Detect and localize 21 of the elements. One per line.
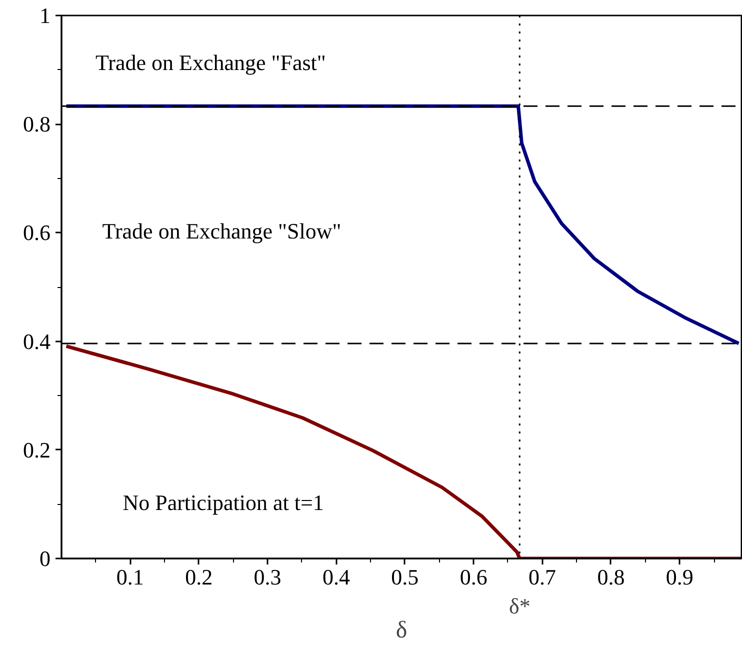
x-axis-title: δ — [396, 618, 408, 644]
y-tick-label: 0.4 — [23, 328, 50, 354]
x-tick-label: 0.6 — [460, 564, 488, 590]
x-tick-label: 0.5 — [391, 564, 419, 590]
annotation: Trade on Exchange "Slow" — [102, 218, 342, 244]
y-tick-label: 0 — [40, 546, 50, 571]
y-tick-label: 0.6 — [23, 220, 50, 246]
ref-line-label: δ* — [508, 594, 530, 618]
annotation: No Participation at t=1 — [122, 490, 324, 516]
annotation: Trade on Exchange "Fast" — [96, 50, 326, 76]
x-tick-label: 0.3 — [254, 564, 282, 590]
x-tick-label: 0.8 — [597, 564, 625, 590]
x-tick-label: 0.9 — [666, 564, 694, 590]
x-tick-label: 0.1 — [116, 564, 144, 590]
y-tick-label: 0.2 — [23, 437, 50, 462]
x-tick-label: 0.7 — [528, 564, 556, 590]
x-tick-label: 0.2 — [185, 564, 213, 590]
y-tick-label: 1 — [40, 3, 50, 28]
x-tick-label: 0.4 — [322, 564, 350, 590]
y-tick-label: 0.8 — [23, 112, 50, 137]
line-series — [64, 344, 742, 558]
